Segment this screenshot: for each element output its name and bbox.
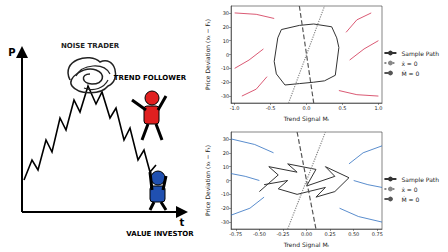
svg-text:-0.25: -0.25	[276, 231, 289, 237]
svg-text:-20: -20	[221, 79, 229, 85]
svg-text:0.25: 0.25	[325, 231, 336, 237]
svg-text:30: 30	[223, 136, 229, 142]
svg-text:Ṁ = 0: Ṁ = 0	[401, 196, 419, 203]
svg-text:t: t	[180, 217, 185, 228]
svg-text:10: 10	[223, 38, 229, 44]
svg-text:ẋ = 0: ẋ = 0	[401, 60, 417, 67]
svg-text:0: 0	[226, 178, 229, 184]
svg-text:Sample Path: Sample Path	[401, 176, 439, 184]
svg-text:Ṁ = 0: Ṁ = 0	[401, 70, 419, 77]
svg-text:-10: -10	[221, 191, 229, 197]
svg-text:Trend Signal Mₜ: Trend Signal Mₜ	[283, 241, 330, 249]
svg-text:P: P	[8, 47, 15, 58]
svg-text:0.0: 0.0	[303, 105, 311, 111]
svg-text:Sample Path: Sample Path	[401, 50, 439, 58]
svg-text:Price Deviation (xₜ − Fₜ): Price Deviation (xₜ − Fₜ)	[204, 19, 211, 90]
svg-text:-0.75: -0.75	[229, 231, 242, 237]
svg-text:-30: -30	[221, 219, 229, 225]
svg-text:0.5: 0.5	[338, 105, 346, 111]
svg-text:Price Deviation (xₜ − Fₜ): Price Deviation (xₜ − Fₜ)	[204, 145, 211, 216]
svg-text:Trend Signal Mₜ: Trend Signal Mₜ	[283, 115, 330, 123]
svg-text:-0.5: -0.5	[266, 105, 276, 111]
svg-text:20: 20	[223, 24, 229, 30]
svg-text:20: 20	[223, 150, 229, 156]
svg-text:1.0: 1.0	[374, 105, 382, 111]
svg-text:-30: -30	[221, 93, 229, 99]
svg-text:0.50: 0.50	[348, 231, 359, 237]
svg-text:30: 30	[223, 10, 229, 16]
svg-text:-10: -10	[221, 65, 229, 71]
svg-text:-20: -20	[221, 205, 229, 211]
svg-text:ẋ = 0: ẋ = 0	[401, 186, 417, 193]
svg-text:0.00: 0.00	[301, 231, 312, 237]
svg-text:NOISE TRADER: NOISE TRADER	[61, 42, 120, 50]
svg-text:-0.50: -0.50	[253, 231, 266, 237]
svg-text:-1.0: -1.0	[230, 105, 240, 111]
svg-text:TREND FOLLOWER: TREND FOLLOWER	[114, 74, 187, 82]
svg-text:VALUE INVESTOR: VALUE INVESTOR	[126, 230, 194, 238]
svg-text:10: 10	[223, 164, 229, 170]
svg-text:0.75: 0.75	[372, 231, 383, 237]
svg-text:0: 0	[226, 52, 229, 58]
